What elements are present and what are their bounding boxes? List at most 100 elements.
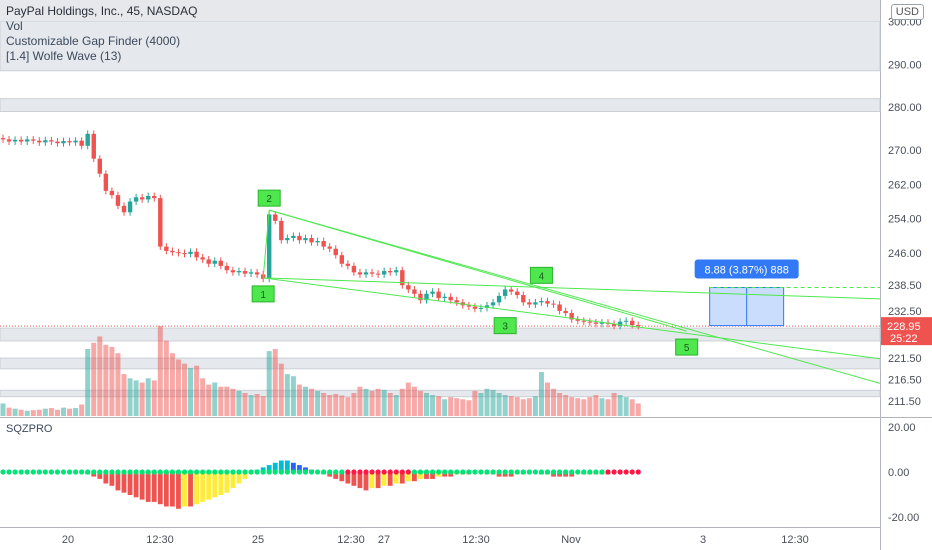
sqz-dot — [18, 469, 24, 475]
sqz-dot — [520, 469, 526, 475]
volume-bar — [623, 397, 629, 416]
currency-button[interactable]: USD — [890, 4, 924, 20]
sqz-dot — [508, 469, 514, 475]
candle — [394, 270, 399, 273]
candle — [375, 273, 381, 275]
volume-bar — [563, 395, 569, 416]
candle — [357, 272, 363, 275]
price-tick: 290.00 — [888, 59, 922, 71]
sqz-dot — [381, 469, 387, 475]
candle — [611, 323, 617, 326]
sqz-dot — [97, 469, 103, 475]
candle — [321, 241, 326, 247]
price-tick: 254.00 — [888, 214, 922, 226]
candle — [309, 238, 314, 243]
indicator-vol[interactable]: Vol — [6, 19, 23, 33]
sqz-dot — [302, 469, 309, 475]
candle — [527, 302, 532, 305]
volume-bar — [24, 410, 30, 416]
sqz-histogram-bar — [151, 472, 157, 502]
price-tick: 216.50 — [888, 375, 922, 387]
candle — [412, 289, 417, 294]
sqz-histogram-bar — [127, 472, 133, 495]
volume-bar — [121, 374, 127, 416]
sqz-dot — [145, 469, 151, 475]
candle — [363, 272, 369, 275]
candle — [472, 306, 478, 309]
sqz-dot — [629, 469, 635, 475]
candle — [146, 195, 151, 200]
candle — [103, 173, 109, 191]
volume-bar — [442, 399, 448, 416]
candle — [539, 301, 544, 303]
sqz-histogram-bar — [163, 472, 169, 507]
sqz-dot — [526, 469, 532, 475]
sqzpro-label[interactable]: SQZPRO — [6, 423, 53, 435]
volume-bar — [218, 386, 224, 416]
measure-label: 8.88 (3.87%) 888 — [704, 265, 788, 277]
candle — [6, 139, 12, 142]
candle — [230, 270, 236, 273]
candle — [509, 289, 514, 292]
sqz-dot — [0, 469, 6, 475]
volume-bar — [188, 367, 194, 416]
candle — [291, 235, 296, 239]
candle — [12, 139, 18, 142]
candle — [297, 235, 302, 241]
sqz-dot — [417, 469, 424, 475]
sqz-dot — [36, 469, 42, 475]
sqz-dot — [599, 469, 605, 475]
time-tick: 27 — [378, 534, 390, 546]
wolfe-point-text: 4 — [539, 271, 545, 282]
candle — [563, 310, 568, 314]
candle — [496, 295, 502, 303]
volume-bar — [502, 395, 508, 416]
sqz-dot — [369, 469, 375, 475]
sqz-dot — [466, 469, 472, 475]
sqz-dot — [212, 469, 218, 475]
volume-bar — [399, 388, 405, 416]
volume-bar — [266, 351, 272, 416]
symbol-title: PayPal Holdings, Inc., 45, NASDAQ — [6, 4, 198, 18]
candle — [442, 296, 447, 299]
candle — [152, 195, 157, 199]
candle — [115, 195, 121, 206]
volume-bar — [460, 399, 466, 416]
volume-bar — [248, 395, 254, 416]
candle — [630, 320, 635, 326]
sqz-dot — [327, 469, 333, 475]
volume-bar — [345, 397, 351, 416]
volume-bar — [569, 397, 575, 416]
osc-tick: 0.00 — [888, 467, 909, 479]
candle — [61, 141, 66, 144]
sqz-dot — [6, 469, 12, 475]
sqz-dot — [24, 469, 30, 475]
sqz-histogram-bar — [363, 472, 369, 491]
sqz-dot — [496, 469, 502, 475]
volume-bar — [333, 394, 339, 416]
candle — [418, 293, 423, 301]
sqz-dot — [423, 469, 430, 475]
candle — [43, 140, 48, 143]
candle — [333, 248, 338, 256]
volume-bar — [526, 398, 532, 416]
sqz-dot — [91, 469, 97, 475]
indicator-wolfe-wave[interactable]: [1.4] Wolfe Wave (13) — [6, 49, 122, 63]
sqz-dot — [351, 469, 357, 475]
sqz-dot — [181, 469, 188, 475]
candle — [55, 141, 60, 144]
candle — [273, 214, 278, 221]
indicator-gap-finder[interactable]: Customizable Gap Finder (4000) — [6, 34, 181, 48]
candle — [466, 305, 472, 307]
candle — [593, 322, 599, 324]
wolfe-point-label — [529, 266, 553, 284]
volume-bar — [538, 372, 544, 416]
sqz-dot — [254, 469, 260, 475]
volume-bar — [611, 392, 617, 416]
candle — [599, 322, 605, 324]
sqz-dot — [157, 469, 163, 475]
sqz-dot — [623, 469, 629, 475]
price-tick: 246.00 — [888, 248, 922, 260]
volume-bar — [296, 384, 302, 416]
